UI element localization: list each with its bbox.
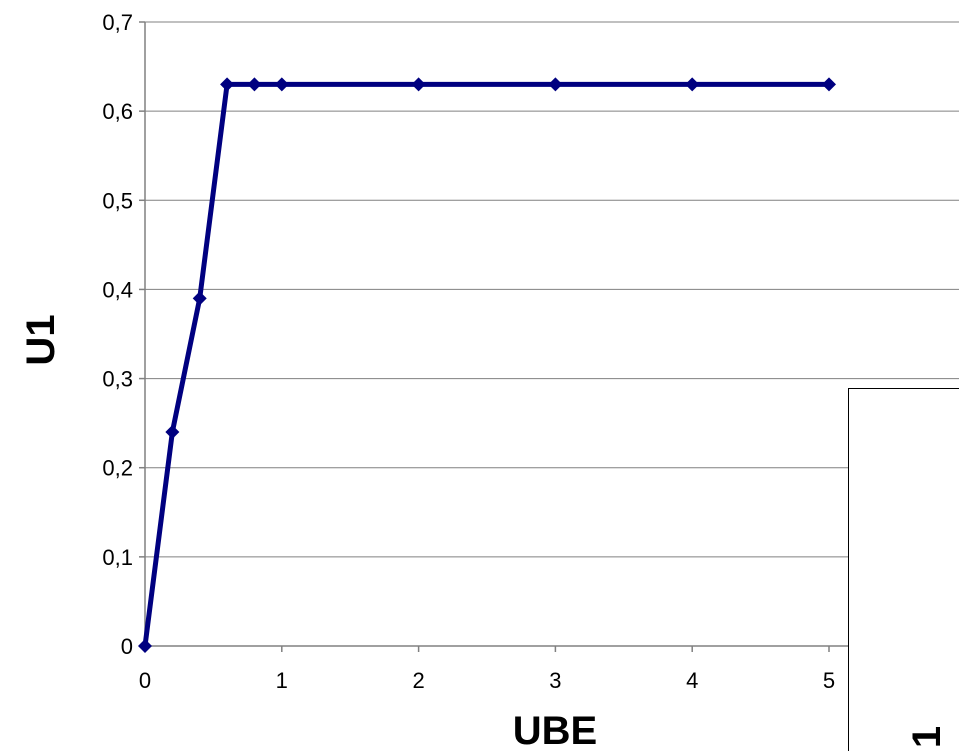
x-tick-labels: 0 1 2 3 4 5 — [139, 646, 835, 693]
data-point-marker — [165, 425, 180, 440]
data-point-marker — [548, 77, 563, 92]
x-tick-label: 4 — [686, 668, 698, 693]
y-tick-label: 0,5 — [102, 188, 133, 213]
axes — [144, 22, 959, 647]
y-tick-label: 0,2 — [102, 456, 133, 481]
data-point-marker — [220, 77, 235, 92]
data-point-marker — [411, 77, 426, 92]
x-tick-label: 5 — [823, 668, 835, 693]
x-tick-label: 1 — [276, 668, 288, 693]
y-tick-label: 0,4 — [102, 277, 133, 302]
x-tick-label: 2 — [412, 668, 424, 693]
y-tick-label: 0,6 — [102, 99, 133, 124]
data-point-marker — [822, 77, 836, 92]
x-tick-label: 0 — [139, 668, 151, 693]
overlapping-axis-title-fragment: 1 — [905, 725, 949, 749]
data-point-marker — [192, 291, 207, 306]
y-tick-label: 0 — [121, 634, 133, 659]
overlapping-chart-panel: 1 — [848, 388, 959, 751]
y-tick-label: 0,1 — [102, 545, 133, 570]
x-axis-title: UBE — [513, 709, 597, 751]
series-line — [142, 81, 829, 647]
data-point-marker — [247, 77, 262, 92]
data-point-marker — [138, 639, 152, 653]
data-point-marker — [274, 77, 289, 92]
y-tick-labels: 0 0,1 0,2 0,3 0,4 0,5 0,6 0,7 — [102, 10, 145, 659]
y-tick-label: 0,7 — [102, 10, 133, 35]
x-tick-label: 3 — [549, 668, 561, 693]
gridlines — [145, 21, 959, 558]
data-series — [138, 77, 836, 653]
y-tick-label: 0,3 — [102, 367, 133, 392]
y-axis-title: U1 — [19, 314, 63, 365]
data-point-marker — [685, 77, 700, 92]
